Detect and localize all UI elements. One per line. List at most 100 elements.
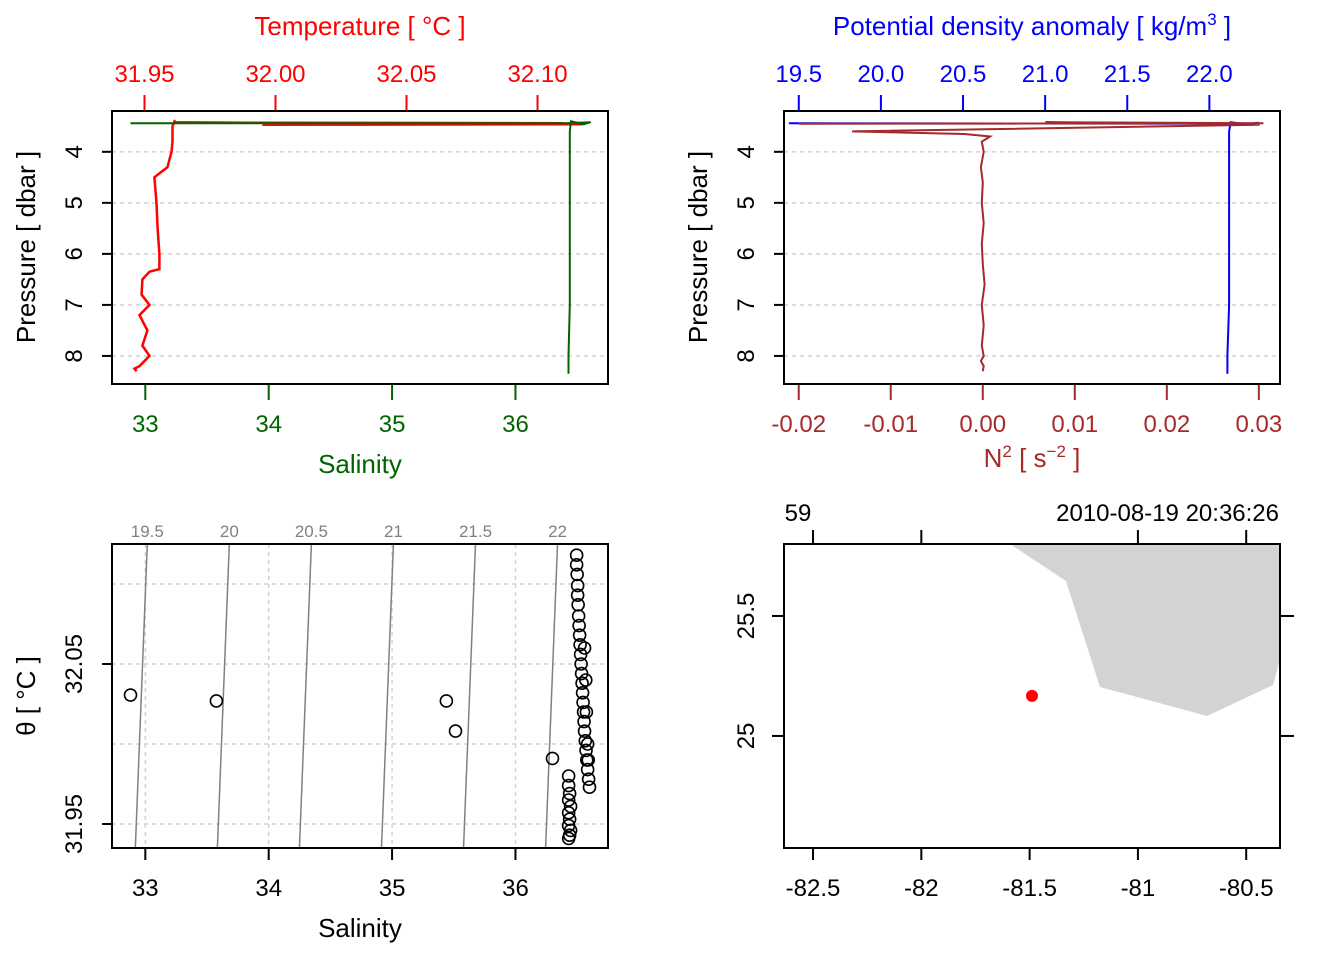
isopycnal-label: 21 xyxy=(384,522,403,541)
ts-data-point xyxy=(123,688,138,702)
ts-data-point xyxy=(569,548,584,563)
p2-pressure-tick-label: 5 xyxy=(733,196,760,209)
temperature-tick-label: 32.05 xyxy=(376,61,436,88)
isopycnal-label: 22 xyxy=(548,522,567,541)
density-profile-line xyxy=(788,121,1259,374)
p2-pressure-tick-label: 8 xyxy=(733,349,760,362)
ts-data-point xyxy=(582,780,597,795)
ts-data-point xyxy=(577,724,592,739)
isopycnal-line xyxy=(134,543,149,849)
pressure-axis-title-2: Pressure [ dbar ] xyxy=(683,151,713,343)
density-tick-label: 22.0 xyxy=(1186,61,1233,88)
density-axis-title: Potential density anomaly [ kg/m3 ] xyxy=(833,10,1231,41)
longitude-tick-label: -81.5 xyxy=(1002,875,1057,902)
n2-tick-label: 0.00 xyxy=(959,411,1006,438)
ts-data-point xyxy=(577,641,592,655)
ts-data-point xyxy=(561,769,576,783)
longitude-tick-label: -82 xyxy=(904,875,939,902)
temperature-axis-title: Temperature [ °C ] xyxy=(254,11,465,41)
ts-data-point xyxy=(209,694,224,708)
plot-frame xyxy=(111,110,609,385)
ts-salinity-tick-label: 36 xyxy=(502,875,529,902)
ts-data-point xyxy=(561,831,576,846)
p1-pressure-tick-label: 5 xyxy=(61,196,88,209)
map-frame xyxy=(783,543,1281,849)
theta-axis-title: θ [ °C ] xyxy=(11,656,41,736)
p2-pressure-tick-label: 4 xyxy=(733,145,760,158)
ts-data-point xyxy=(576,695,590,710)
ts-data-point xyxy=(580,762,595,777)
ts-data-point xyxy=(561,778,576,793)
ts-data-point xyxy=(545,751,560,766)
n2-tick-label: 0.02 xyxy=(1143,411,1190,438)
isopycnal-line xyxy=(216,543,231,849)
longitude-tick-label: -80.5 xyxy=(1219,875,1274,902)
pressure-axis-title: Pressure [ dbar ] xyxy=(11,151,41,343)
ts-data-point xyxy=(563,799,578,814)
n2-axis-title: N2 [ s−2 ] xyxy=(984,442,1081,473)
temperature-tick-label: 32.10 xyxy=(507,61,567,88)
salinity-tick-label: 35 xyxy=(379,411,406,438)
ts-data-point xyxy=(580,737,595,751)
coastline-land xyxy=(1010,544,1280,716)
temperature-tick-label: 32.00 xyxy=(245,61,305,88)
density-tick-label: 21.5 xyxy=(1104,61,1151,88)
theta-tick-label: 32.05 xyxy=(61,634,88,694)
ts-salinity-tick-label: 34 xyxy=(255,875,282,902)
ts-data-point xyxy=(572,628,587,643)
ts-data-point xyxy=(575,676,589,691)
n2-tick-label: -0.01 xyxy=(863,411,918,438)
n2-title-end: ] xyxy=(1066,443,1080,473)
n2-title-main: N xyxy=(984,443,1003,473)
density-tick-label: 20.5 xyxy=(940,61,987,88)
temperature-tick-label: 31.95 xyxy=(114,61,174,88)
ts-data-point xyxy=(569,557,584,572)
longitude-tick-label: -82.5 xyxy=(786,875,841,902)
salinity-profile-line xyxy=(130,119,591,374)
n2-tick-label: -0.02 xyxy=(771,411,826,438)
salinity-tick-label: 34 xyxy=(255,411,282,438)
station-map-panel: 59 2010-08-19 20:36:26 -82.5 -82 -81.5 -81 -… xyxy=(733,500,1294,902)
ts-diagram-panel: Salinity θ [ °C ] 19.5 20 20.5 21 21.5 22 33 34… xyxy=(11,522,609,943)
theta-tick-label: 31.95 xyxy=(61,794,88,854)
salinity-axis-title: Salinity xyxy=(318,449,402,479)
salinity-tick-label: 36 xyxy=(502,411,529,438)
latitude-tick-label: 25.5 xyxy=(733,593,760,640)
density-n2-profile-panel: Potential density anomaly [ kg/m3 ] N2 [… xyxy=(683,10,1282,473)
ts-salinity-tick-label: 33 xyxy=(132,875,159,902)
ts-data-point xyxy=(577,714,591,729)
isopycnal-label: 20 xyxy=(220,522,239,541)
ts-salinity-tick-label: 35 xyxy=(379,875,406,902)
ts-data-point xyxy=(448,724,463,738)
n2-tick-label: 0.03 xyxy=(1235,411,1282,438)
density-title-main: Potential density anomaly [ kg/m xyxy=(833,11,1207,41)
isopycnal-label: 20.5 xyxy=(295,522,328,541)
plot-frame xyxy=(111,543,609,849)
n2-profile-line xyxy=(798,121,1264,372)
isopycnal-label: 21.5 xyxy=(459,522,492,541)
p2-pressure-tick-label: 7 xyxy=(733,298,760,311)
p1-pressure-tick-label: 4 xyxy=(61,145,88,158)
ts-data-point xyxy=(574,657,588,671)
p1-pressure-tick-label: 7 xyxy=(61,298,88,311)
ts-data-point xyxy=(570,578,585,593)
density-tick-label: 21.0 xyxy=(1022,61,1069,88)
longitude-tick-label: -81 xyxy=(1121,875,1156,902)
ts-data-point xyxy=(563,823,578,838)
isopycnal-line xyxy=(462,543,477,849)
temperature-profile-line xyxy=(132,119,583,373)
n2-title-mid: [ s xyxy=(1012,443,1047,473)
ts-data-point xyxy=(570,588,585,603)
ts-data-point xyxy=(581,753,596,767)
plot-frame xyxy=(783,110,1281,385)
station-marker xyxy=(1026,689,1038,702)
isopycnal-line xyxy=(544,543,559,849)
ts-data-point xyxy=(439,694,454,708)
latitude-tick-label: 25 xyxy=(733,723,760,750)
p1-pressure-tick-label: 8 xyxy=(61,349,88,362)
station-number-label: 59 xyxy=(785,500,812,527)
p1-pressure-tick-label: 6 xyxy=(61,247,88,260)
ts-data-point xyxy=(572,618,586,633)
density-tick-label: 20.0 xyxy=(858,61,905,88)
